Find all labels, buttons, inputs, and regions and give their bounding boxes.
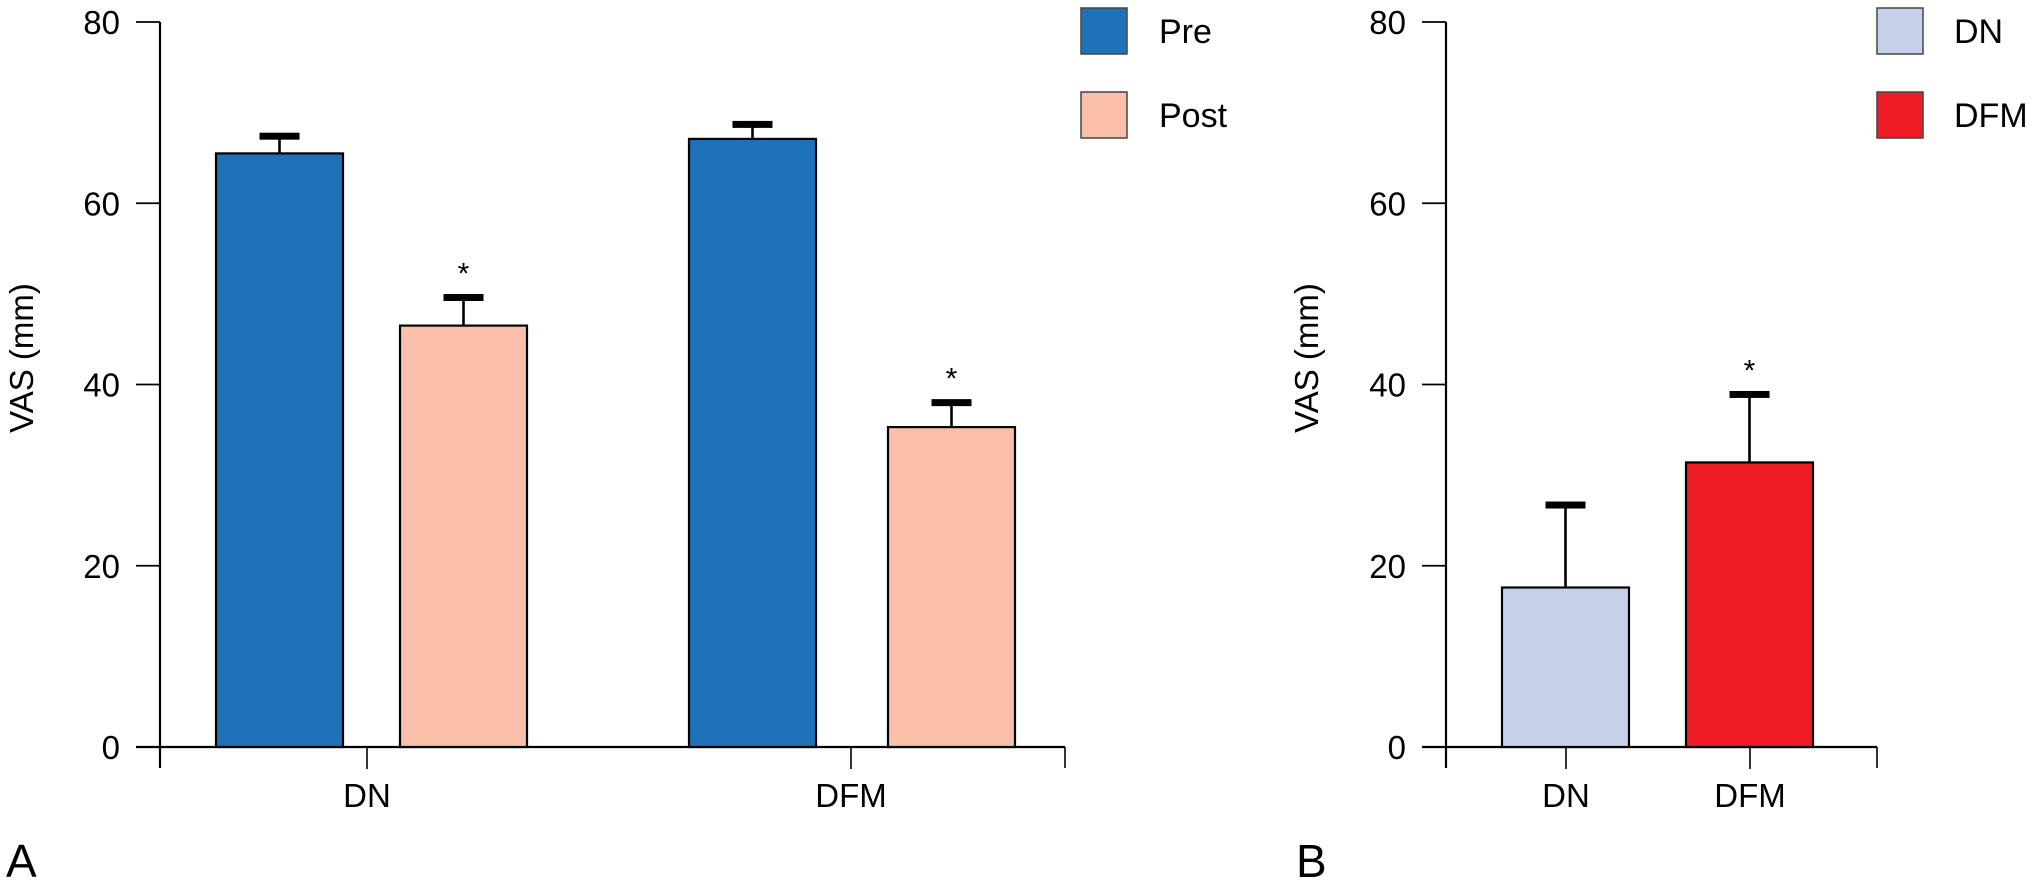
error-cap-dfm-pre xyxy=(732,120,773,128)
bar-dn-post xyxy=(398,324,529,749)
significance-marker-dfm: * xyxy=(1744,354,1756,387)
panel-a-y-axis-title: VAS (mm) xyxy=(3,283,40,433)
bar-dfm xyxy=(1684,461,1815,749)
y-tick-label: 40 xyxy=(83,367,120,404)
x-tick-label: DN xyxy=(343,777,391,814)
error-cap-dfm xyxy=(1729,390,1770,398)
panel-a-label: A xyxy=(6,835,37,887)
bar-dn xyxy=(1500,586,1631,749)
panel-b-legend: DN DFM xyxy=(1876,7,2028,139)
y-tick-label: 20 xyxy=(83,548,120,585)
legend-label-pre: Pre xyxy=(1159,13,1212,51)
y-tick-label: 80 xyxy=(83,4,120,41)
panel-b-label: B xyxy=(1296,835,1327,887)
y-tick-label: 60 xyxy=(1369,185,1406,222)
y-tick-label: 60 xyxy=(83,185,120,222)
significance-marker-dn-post: * xyxy=(458,258,470,291)
legend-swatch-post xyxy=(1080,91,1128,139)
bar-dfm-post xyxy=(886,425,1017,749)
x-tick-label: DN xyxy=(1542,777,1590,814)
bar-dn-pre xyxy=(214,152,345,749)
error-cap-dn-post xyxy=(443,294,484,301)
legend-swatch-pre xyxy=(1080,7,1128,55)
error-cap-dn-pre xyxy=(259,132,300,140)
y-tick-label: 0 xyxy=(1388,729,1406,766)
error-cap-dn xyxy=(1545,501,1586,509)
legend-swatch-dn xyxy=(1876,7,1924,55)
panel-a-bars: ** xyxy=(214,120,1017,749)
y-tick-label: 0 xyxy=(102,729,120,766)
x-tick-label: DFM xyxy=(1714,777,1785,814)
y-tick-label: 20 xyxy=(1369,548,1406,585)
x-tick-label: DFM xyxy=(815,777,886,814)
panel-b-axes: 0 20 40 60 80 DN DFM xyxy=(1369,4,1878,814)
y-tick-label: 80 xyxy=(1369,4,1406,41)
y-tick-label: 40 xyxy=(1369,367,1406,404)
bar-dfm-pre xyxy=(687,137,818,749)
legend-label-dfm: DFM xyxy=(1954,97,2028,135)
legend-label-post: Post xyxy=(1159,97,1228,135)
panel-a-legend: Pre Post xyxy=(1080,7,1228,139)
panel-b-bars: * xyxy=(1500,354,1815,749)
panel-b-y-axis-title: VAS (mm) xyxy=(1288,283,1325,433)
legend-label-dn: DN xyxy=(1954,13,2003,51)
error-cap-dfm-post xyxy=(931,399,972,407)
legend-swatch-dfm xyxy=(1876,91,1924,139)
significance-marker-dfm-post: * xyxy=(946,363,958,396)
panel-b: 0 20 40 60 80 DN DFM * VAS (mm) DN DFM B xyxy=(1288,4,2028,887)
